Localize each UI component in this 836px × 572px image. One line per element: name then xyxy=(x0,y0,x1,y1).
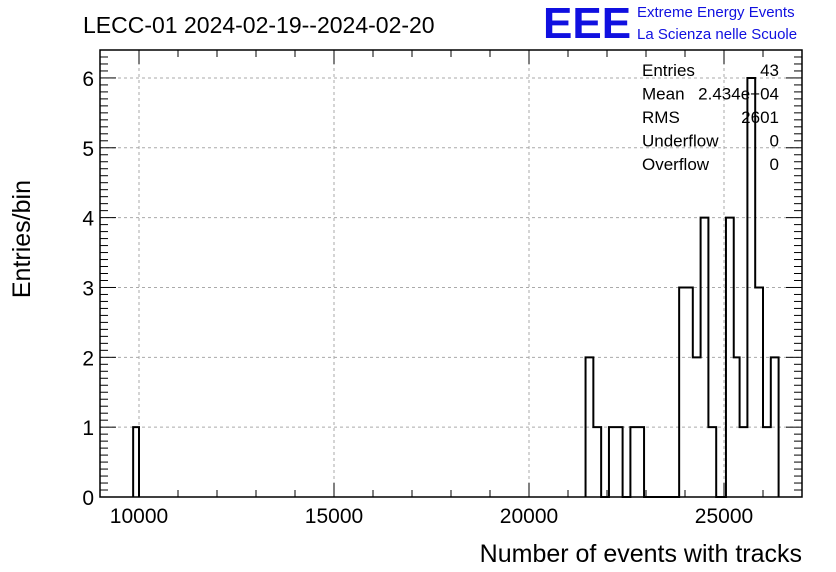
y-tick-label: 3 xyxy=(82,277,94,300)
histogram-bin xyxy=(701,218,709,497)
histogram-bin xyxy=(755,287,763,497)
histogram-bin xyxy=(586,357,594,497)
stats-box: Entries 43 Mean 2.434e+04 RMS 2601 Underflow 0 O… xyxy=(642,61,779,174)
histogram-bin xyxy=(747,78,755,497)
histogram-bin xyxy=(771,357,779,497)
y-tick-label: 1 xyxy=(82,417,94,440)
eee-logo: EEE Extreme Energy Events La Scienza nel… xyxy=(543,0,797,48)
x-axis-title: Number of events with tracks xyxy=(480,540,802,568)
histogram-bin xyxy=(763,427,771,497)
stats-value: 0 xyxy=(770,132,779,151)
histogram-bin xyxy=(740,427,748,497)
x-tick-label: 20000 xyxy=(500,505,558,528)
histogram-bin xyxy=(693,357,701,497)
y-axis-title: Entries/bin xyxy=(8,180,36,298)
y-tick-label: 2 xyxy=(82,347,94,370)
histogram-bin xyxy=(679,287,693,497)
axis-ticks xyxy=(99,49,803,498)
logo-subtitle-line1: Extreme Energy Events xyxy=(637,4,795,21)
histogram-bin xyxy=(133,427,139,497)
stats-label: Underflow xyxy=(642,132,719,151)
chart-title: LECC-01 2024-02-19--2024-02-20 xyxy=(83,12,435,38)
x-tick-label: 15000 xyxy=(305,505,363,528)
stats-value: 2.434e+04 xyxy=(698,85,779,104)
stats-value: 2601 xyxy=(741,108,779,127)
histogram-bin xyxy=(630,427,644,497)
stats-label: RMS xyxy=(642,108,680,127)
histogram-bin xyxy=(593,427,601,497)
stats-label: Mean xyxy=(642,85,685,104)
y-tick-label: 0 xyxy=(82,487,94,510)
y-tick-label: 5 xyxy=(82,138,94,161)
stats-label: Entries xyxy=(642,61,695,80)
stats-value: 43 xyxy=(760,61,779,80)
histogram-bin xyxy=(726,218,734,497)
histogram-bin xyxy=(708,427,716,497)
logo-subtitle-line2: La Scienza nelle Scuole xyxy=(637,26,797,43)
histogram-bin xyxy=(609,427,623,497)
stats-value: 0 xyxy=(770,155,779,174)
y-tick-label: 6 xyxy=(82,68,94,91)
x-tick-label: 25000 xyxy=(695,505,753,528)
axis-tick-labels: 10000 15000 20000 25000 0 1 2 3 4 5 6 xyxy=(82,68,753,528)
histogram-bin xyxy=(734,357,740,497)
eee-logo-text: EEE xyxy=(543,0,631,48)
stats-label: Overflow xyxy=(642,155,710,174)
x-tick-label: 10000 xyxy=(110,505,168,528)
grid-lines xyxy=(100,50,802,497)
histogram-outline xyxy=(132,76,780,498)
y-tick-label: 4 xyxy=(82,208,94,231)
